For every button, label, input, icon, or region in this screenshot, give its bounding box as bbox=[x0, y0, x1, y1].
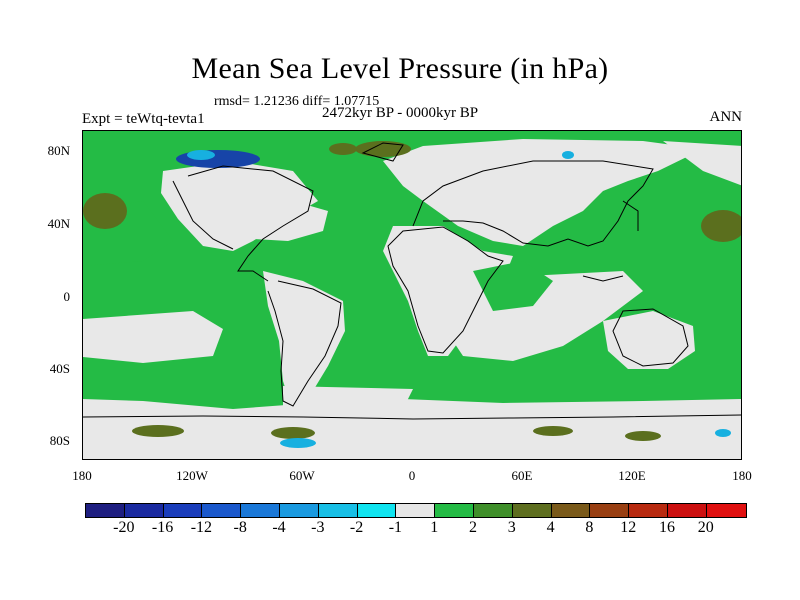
colorbar-swatch bbox=[667, 504, 707, 517]
lat-label-0: 0 bbox=[63, 289, 71, 304]
colorbar-swatch bbox=[357, 504, 397, 517]
map-title: Mean Sea Level Pressure (in hPa) bbox=[191, 52, 609, 85]
colorbar-swatch bbox=[551, 504, 591, 517]
colorbar-swatch bbox=[512, 504, 552, 517]
season-label: ANN bbox=[709, 109, 743, 125]
colorbar-swatch bbox=[163, 504, 203, 517]
colorbar-swatch bbox=[435, 504, 474, 517]
period-label: 2472kyr BP - 0000kyr BP bbox=[322, 105, 479, 121]
colorbar-swatch bbox=[86, 504, 125, 517]
colorbar-label: -20 bbox=[113, 519, 135, 536]
colorbar-label: -8 bbox=[233, 519, 247, 536]
colorbar-label: -2 bbox=[349, 519, 364, 536]
colorbar bbox=[85, 503, 747, 518]
map-field bbox=[83, 139, 741, 459]
colorbar-label: -4 bbox=[272, 519, 286, 536]
lat-label-40s: 40S bbox=[49, 361, 70, 376]
colorbar-label: 16 bbox=[659, 519, 675, 536]
colorbar-swatch bbox=[279, 504, 319, 517]
colorbar-label: -1 bbox=[388, 519, 403, 536]
neutral-regions bbox=[83, 139, 741, 459]
lon-label-0: 0 bbox=[408, 468, 416, 483]
lon-label-180e: 180 bbox=[732, 468, 752, 483]
world-map bbox=[82, 130, 742, 460]
lat-label-80s: 80S bbox=[49, 433, 70, 448]
colorbar-swatch bbox=[473, 504, 513, 517]
colorbar-swatch bbox=[202, 504, 242, 517]
negative-regions bbox=[176, 150, 731, 448]
colorbar-label: -16 bbox=[151, 519, 174, 536]
colorbar-swatch bbox=[706, 504, 746, 517]
colorbar-swatch bbox=[629, 504, 668, 517]
colorbar-label: -12 bbox=[190, 519, 213, 536]
colorbar-swatch bbox=[318, 504, 358, 517]
lon-label-60e: 60E bbox=[511, 468, 533, 483]
lon-label-120w: 120W bbox=[176, 468, 208, 483]
colorbar-swatch bbox=[124, 504, 164, 517]
colorbar-swatch bbox=[241, 504, 280, 517]
stats-text: rmsd= 1.21236 diff= 1.07715 bbox=[214, 94, 380, 109]
colorbar-swatch bbox=[396, 504, 436, 517]
coastlines bbox=[83, 142, 741, 420]
colorbar-label: -3 bbox=[311, 519, 325, 536]
colorbar-label: 12 bbox=[620, 519, 637, 536]
colorbar-label: 20 bbox=[697, 519, 714, 536]
lon-label-60w: 60W bbox=[289, 468, 315, 483]
colorbar-label: 1 bbox=[430, 519, 439, 536]
lon-label-180w: 180 bbox=[72, 468, 92, 483]
lat-label-80n: 80N bbox=[47, 143, 70, 158]
colorbar-label: 3 bbox=[507, 519, 516, 536]
colorbar-label: 8 bbox=[585, 519, 594, 536]
lon-label-120e: 120E bbox=[618, 468, 646, 483]
lat-label-40n: 40N bbox=[47, 216, 70, 231]
olive-regions bbox=[83, 141, 741, 441]
colorbar-label: 2 bbox=[469, 519, 477, 536]
experiment-label: Expt = teWtq-tevta1 bbox=[82, 111, 205, 127]
colorbar-label: 4 bbox=[546, 519, 555, 536]
colorbar-swatch bbox=[590, 504, 630, 517]
